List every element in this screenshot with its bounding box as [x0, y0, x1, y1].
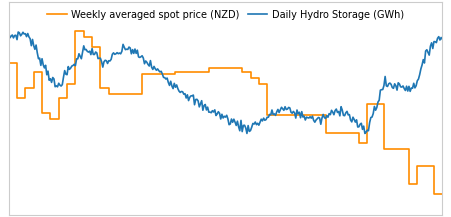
Weekly averaged spot price (NZD) [182, 70, 188, 73]
Daily Hydro Storage (GWh) [180, 90, 185, 93]
Daily Hydro Storage (GWh) [380, 88, 386, 91]
Weekly averaged spot price (NZD) [99, 87, 104, 89]
Line: Weekly averaged spot price (NZD): Weekly averaged spot price (NZD) [9, 31, 442, 194]
Weekly averaged spot price (NZD) [379, 103, 384, 106]
Line: Daily Hydro Storage (GWh): Daily Hydro Storage (GWh) [9, 32, 442, 133]
Daily Hydro Storage (GWh) [126, 46, 132, 48]
Weekly averaged spot price (NZD) [440, 193, 445, 196]
Daily Hydro Storage (GWh) [422, 62, 427, 64]
Weekly averaged spot price (NZD) [6, 62, 11, 65]
Legend: Weekly averaged spot price (NZD), Daily Hydro Storage (GWh): Weekly averaged spot price (NZD), Daily … [44, 7, 407, 23]
Weekly averaged spot price (NZD) [180, 70, 185, 73]
Daily Hydro Storage (GWh) [440, 38, 445, 41]
Weekly averaged spot price (NZD) [73, 30, 78, 32]
Daily Hydro Storage (GWh) [182, 92, 188, 95]
Daily Hydro Storage (GWh) [6, 31, 11, 34]
Daily Hydro Storage (GWh) [99, 61, 104, 63]
Weekly averaged spot price (NZD) [420, 164, 426, 167]
Weekly averaged spot price (NZD) [126, 93, 132, 95]
Weekly averaged spot price (NZD) [431, 193, 437, 196]
Daily Hydro Storage (GWh) [15, 31, 21, 33]
Daily Hydro Storage (GWh) [244, 132, 250, 135]
